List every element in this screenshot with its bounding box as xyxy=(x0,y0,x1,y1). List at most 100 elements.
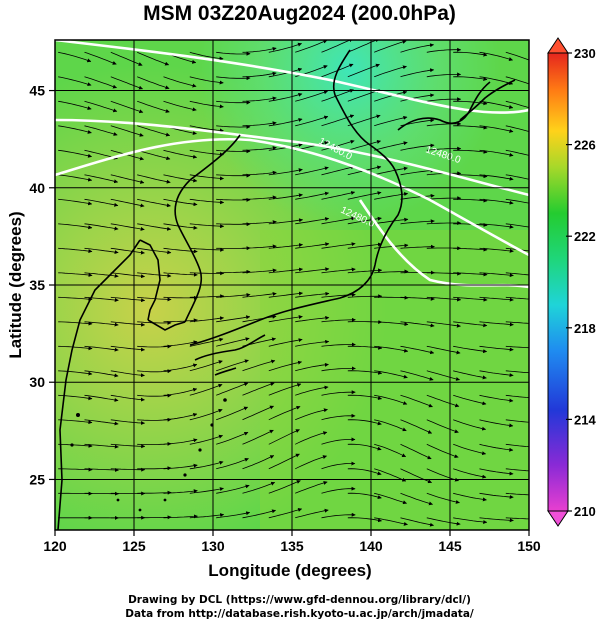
streamline xyxy=(58,345,93,351)
streamline xyxy=(426,419,459,434)
streamline xyxy=(400,443,432,460)
streamline xyxy=(374,90,408,102)
streamline xyxy=(137,174,171,184)
colorbar-tick-label: 222 xyxy=(574,229,596,244)
streamline xyxy=(268,267,303,274)
streamline xyxy=(163,463,198,470)
streamline xyxy=(453,125,488,130)
streamline xyxy=(321,461,356,470)
streamline xyxy=(268,92,303,102)
streamline xyxy=(479,76,514,85)
streamline xyxy=(163,76,197,88)
streamline xyxy=(189,383,223,396)
streamline xyxy=(426,196,462,201)
streamline xyxy=(110,370,145,378)
colorbar-tick-label: 210 xyxy=(574,504,596,519)
streamline xyxy=(295,481,328,494)
x-tick-label: 130 xyxy=(201,538,225,554)
streamline xyxy=(505,517,529,520)
x-axis-label: Longitude (degrees) xyxy=(208,561,371,580)
streamline xyxy=(374,65,407,78)
streamline xyxy=(426,146,462,151)
y-tick-label: 25 xyxy=(29,471,45,487)
streamline xyxy=(505,149,529,156)
streamline xyxy=(189,316,224,323)
streamline xyxy=(347,268,383,274)
streamline xyxy=(110,296,146,303)
streamline xyxy=(58,223,93,230)
streamline xyxy=(110,272,145,279)
streamline xyxy=(479,296,514,302)
streamline xyxy=(479,321,514,327)
streamline xyxy=(242,405,274,421)
streamline xyxy=(374,166,408,176)
streamline xyxy=(163,100,197,112)
x-tick-label: 140 xyxy=(359,538,383,554)
streamline xyxy=(479,492,514,499)
streamline xyxy=(347,63,380,78)
streamline xyxy=(268,42,302,53)
streamline xyxy=(137,198,171,208)
streamline xyxy=(189,408,223,421)
streamline xyxy=(268,168,303,176)
streamline xyxy=(321,114,355,127)
streamline xyxy=(321,191,356,200)
streamline xyxy=(453,296,488,302)
streamline xyxy=(374,321,409,327)
streamline xyxy=(453,443,487,456)
streamline xyxy=(242,170,277,176)
streamline xyxy=(479,443,514,452)
streamline xyxy=(347,40,380,53)
x-tick-label: 150 xyxy=(517,538,541,554)
y-tick-label: 45 xyxy=(29,83,45,99)
streamline xyxy=(505,174,529,180)
streamline xyxy=(189,513,225,519)
streamline xyxy=(137,247,172,255)
streamline xyxy=(453,100,488,106)
streamline xyxy=(163,363,198,372)
streamline xyxy=(400,321,435,328)
streamline xyxy=(216,406,249,421)
streamline xyxy=(479,394,514,403)
streamline xyxy=(84,467,119,472)
streamline xyxy=(189,149,224,157)
streamline xyxy=(84,198,119,207)
streamline xyxy=(242,244,277,249)
streamline xyxy=(268,338,303,347)
streamline xyxy=(321,437,356,445)
streamline xyxy=(268,360,302,372)
streamline xyxy=(479,468,514,476)
streamline xyxy=(479,517,514,523)
streamline xyxy=(216,76,251,81)
streamline xyxy=(189,100,224,109)
streamline xyxy=(110,443,146,449)
streamline xyxy=(58,51,92,63)
streamline xyxy=(453,76,488,81)
streamline xyxy=(479,223,514,229)
streamline xyxy=(58,443,93,448)
credit-drawing: Drawing by DCL (https://www.gfd-dennou.o… xyxy=(128,594,471,606)
y-axis-ticks: 25 30 35 40 45 xyxy=(29,83,55,487)
streamline xyxy=(505,100,529,109)
streamline xyxy=(453,345,488,354)
streamline xyxy=(374,345,409,353)
y-axis-label: Latitude (degrees) xyxy=(6,211,25,358)
streamline xyxy=(84,491,119,496)
streamline xyxy=(347,294,383,299)
streamline xyxy=(137,51,170,66)
streamline xyxy=(84,100,118,113)
streamline xyxy=(242,71,277,78)
streamline xyxy=(295,315,330,323)
chart-title: MSM 03Z20Aug2024 (200.0hPa) xyxy=(143,2,456,25)
streamline xyxy=(268,118,303,127)
streamline xyxy=(479,174,514,181)
streamline xyxy=(505,125,529,132)
streamline xyxy=(479,149,514,157)
streamline xyxy=(374,141,408,151)
streamline xyxy=(189,223,225,229)
streamline xyxy=(426,394,460,408)
streamline xyxy=(295,242,330,249)
streamline xyxy=(400,517,434,527)
streamline xyxy=(295,217,330,225)
streamline xyxy=(58,296,93,302)
